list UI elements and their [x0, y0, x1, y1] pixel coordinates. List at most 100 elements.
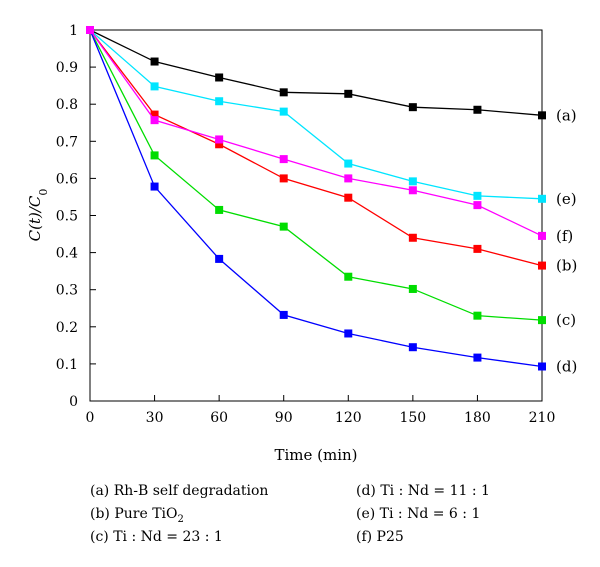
data-point-a [408, 103, 417, 112]
data-point-b [150, 110, 159, 119]
x-tick-label: 180 [464, 410, 491, 426]
data-point-c [279, 222, 288, 231]
data-point-b [215, 140, 224, 149]
legend-item-c: (c) Ti : Nd = 23 : 1 [90, 529, 223, 545]
legend-item-e: (e) Ti : Nd = 6 : 1 [356, 506, 480, 522]
data-point-e [215, 97, 224, 106]
x-tick-label: 90 [275, 410, 293, 426]
x-axis-label: Time (min) [274, 446, 357, 464]
data-point-a [150, 57, 159, 66]
y-tick-label: 0.3 [56, 283, 78, 299]
data-point-c [344, 272, 353, 281]
series-f [86, 26, 546, 240]
data-point-f [538, 231, 546, 240]
data-point-e [538, 194, 546, 203]
series-line-c [89, 29, 543, 321]
series-end-label-d: (d) [556, 357, 577, 375]
data-point-e [150, 82, 159, 91]
data-point-f [150, 116, 159, 125]
series-end-labels: (a) (b) (c) (d) (e) (f) [556, 106, 577, 375]
chart: 0 30 60 90 120 150 180 210 00.10.20.30.40.50.60… [26, 23, 577, 464]
data-point-a [473, 105, 482, 114]
data-point-e [279, 107, 288, 116]
legend-text: (a) Rh-B self degradation [90, 483, 269, 499]
y-tick-label: 0 [69, 394, 78, 410]
series-line-b [89, 29, 543, 267]
data-point-c [473, 311, 482, 320]
legend-text: (e) Ti : Nd = 6 : 1 [356, 506, 481, 522]
data-point-a [279, 88, 288, 97]
data-point-a [538, 111, 546, 120]
legend-text: (c) Ti : Nd = 23 : 1 [90, 529, 223, 545]
x-axis: 0 30 60 90 120 150 180 210 [86, 395, 556, 426]
legend-item-b: (b) Pure TiO2 [90, 506, 184, 525]
data-point-b [538, 261, 546, 270]
series-end-label-e: (e) [556, 190, 577, 208]
series-line-f [89, 29, 543, 237]
x-tick-label: 150 [399, 410, 426, 426]
data-point-b [344, 193, 353, 202]
data-point-a [344, 89, 353, 98]
x-tick-label: 120 [335, 410, 362, 426]
data-point-c [215, 205, 224, 214]
x-tick-label: 210 [529, 410, 556, 426]
legend-item-a: (a) Rh-B self degradation [90, 483, 268, 499]
series-layer [86, 26, 546, 371]
data-point-d [408, 343, 417, 352]
y-axis-label-sub: 0 [37, 189, 50, 196]
data-point-a [215, 73, 224, 82]
y-tick-label: 0.6 [56, 171, 78, 187]
y-tick-label: 1 [69, 23, 78, 39]
data-point-e [344, 159, 353, 168]
y-tick-label: 0.1 [56, 357, 78, 373]
data-point-f [344, 174, 353, 183]
data-point-f [408, 186, 417, 195]
y-axis: 0 0.1 0.2 0.3 0.4 0.5 0.6 0.7 0.8 0.9 1 [56, 23, 96, 410]
data-point-b [473, 244, 482, 253]
series-c [86, 26, 546, 325]
data-point-c [408, 284, 417, 293]
data-point-f [86, 26, 94, 34]
data-point-b [408, 233, 417, 242]
y-axis-label: C(t)/C0 [26, 189, 50, 242]
series-line-d [89, 29, 543, 368]
series-end-label-c: (c) [556, 311, 576, 329]
series-end-label-f: (f) [556, 227, 573, 245]
data-point-d [344, 329, 353, 338]
data-point-f [279, 155, 288, 164]
data-point-f [473, 201, 482, 210]
y-tick-label: 0.7 [56, 134, 78, 150]
data-point-d [279, 310, 288, 319]
legend-item-d: (d) Ti : Nd = 11 : 1 [356, 483, 490, 499]
x-tick-label: 30 [146, 410, 164, 426]
data-point-d [150, 182, 159, 191]
legend-text: (d) Ti : Nd = 11 : 1 [356, 483, 490, 499]
legend-item-f: (f) P25 [356, 529, 404, 545]
x-tick-label: 60 [210, 410, 228, 426]
series-d [86, 26, 546, 371]
series-end-label-b: (b) [556, 257, 577, 275]
series-line-a [89, 29, 543, 116]
x-tick-label: 0 [86, 410, 95, 426]
legend-text: (b) Pure TiO [90, 506, 178, 522]
y-tick-label: 0.5 [56, 209, 78, 225]
data-point-e [473, 191, 482, 200]
legend-text: (f) P25 [356, 529, 404, 545]
series-a [86, 26, 546, 120]
y-axis-label-main: C(t)/C [26, 195, 44, 241]
data-point-e [408, 177, 417, 186]
data-point-d [473, 353, 482, 362]
y-tick-label: 0.8 [56, 97, 78, 113]
data-point-d [215, 254, 224, 263]
y-tick-label: 0.9 [56, 60, 78, 76]
y-tick-label: 0.4 [56, 246, 78, 262]
series-end-label-a: (a) [556, 106, 577, 124]
data-point-c [150, 151, 159, 160]
y-tick-label: 0.2 [56, 320, 78, 336]
series-line-e [89, 29, 543, 200]
data-point-f [215, 135, 224, 144]
data-point-b [279, 174, 288, 183]
data-point-d [538, 362, 546, 371]
legend-subscript: 2 [177, 513, 184, 525]
data-point-c [538, 316, 546, 325]
